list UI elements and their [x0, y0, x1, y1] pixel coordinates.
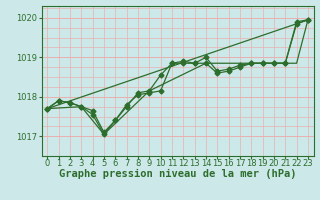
X-axis label: Graphe pression niveau de la mer (hPa): Graphe pression niveau de la mer (hPa)	[59, 169, 296, 179]
